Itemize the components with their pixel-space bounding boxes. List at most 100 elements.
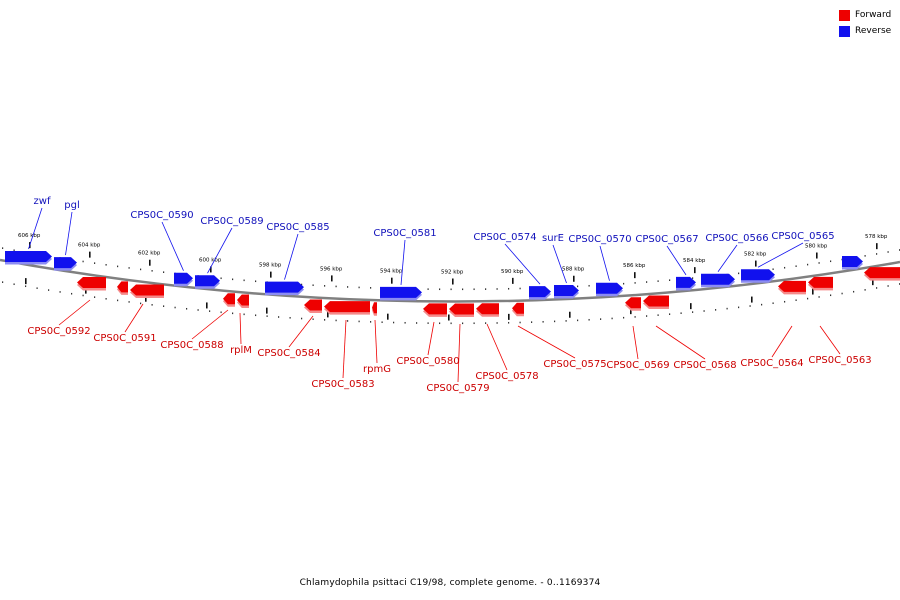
minor-tick: [577, 285, 579, 288]
minor-tick: [370, 287, 372, 289]
gene-forward-5: [304, 299, 322, 311]
tick-label: 586 kbp: [623, 263, 646, 269]
minor-tick: [48, 289, 50, 291]
gene-CPS0C_0566: [701, 273, 735, 285]
label-leader-line: [757, 242, 804, 268]
minor-tick: [738, 306, 740, 309]
minor-tick: [692, 311, 694, 313]
minor-tick: [830, 260, 832, 263]
minor-tick: [473, 288, 475, 291]
gene-forward-2: [130, 284, 164, 296]
minor-tick: [197, 309, 199, 311]
label-leader-line: [28, 207, 43, 250]
gene-label: CPS0C_0568: [673, 360, 736, 371]
minor-tick: [496, 322, 498, 324]
gene-forward-edge: [864, 267, 900, 279]
label-leader-line: [457, 323, 461, 383]
minor-tick: [25, 285, 27, 288]
label-leader-line: [486, 323, 508, 371]
gene-forward-15: [808, 276, 833, 288]
minor-tick: [508, 287, 510, 290]
major-tick: [391, 277, 393, 284]
minor-tick: [186, 307, 188, 310]
gene-CPS0C_0574: [529, 286, 551, 298]
minor-tick: [853, 290, 855, 293]
gene-CPS0C_0567: [676, 276, 696, 288]
tick-label: 600 kbp: [199, 257, 222, 263]
minor-tick: [439, 288, 441, 291]
minor-tick: [531, 321, 533, 323]
tick-label: 598 kbp: [259, 263, 282, 269]
minor-tick: [312, 318, 314, 321]
label-leader-line: [655, 325, 706, 360]
map-caption: Chlamydophila psittaci C19/98, complete …: [299, 578, 601, 588]
minor-tick: [427, 322, 429, 324]
minor-tick: [255, 280, 257, 283]
gene-CPS0C_0590: [174, 272, 193, 284]
gene-forward-4: [237, 294, 249, 306]
minor-tick: [324, 285, 326, 287]
minor-tick: [623, 282, 625, 285]
minor-tick: [703, 310, 705, 312]
minor-tick: [565, 320, 567, 322]
gene-label: pgl: [64, 200, 79, 211]
minor-tick: [220, 277, 222, 280]
gene-surE: [554, 285, 579, 297]
minor-tick: [358, 320, 360, 323]
minor-tick: [485, 288, 487, 290]
major-tick: [755, 260, 757, 267]
major-tick: [573, 275, 575, 282]
gene-label: zwf: [34, 196, 51, 207]
minor-tick: [220, 311, 222, 314]
minor-tick: [784, 300, 786, 303]
label-leader-line: [65, 211, 73, 256]
minor-tick: [634, 282, 636, 284]
label-leader-line: [342, 319, 347, 379]
minor-tick: [818, 262, 820, 264]
gene-pgl: [54, 257, 77, 269]
minor-tick: [496, 288, 498, 290]
minor-tick: [841, 292, 843, 295]
minor-tick: [462, 322, 464, 325]
minor-tick: [657, 314, 659, 316]
gene-label: CPS0C_0575: [543, 359, 606, 370]
minor-tick: [209, 310, 211, 312]
tick-label: 590 kbp: [501, 269, 524, 275]
minor-tick: [519, 321, 521, 324]
minor-tick: [2, 281, 4, 283]
minor-tick: [715, 309, 717, 311]
minor-tick: [600, 318, 602, 320]
gene-label: CPS0C_0579: [426, 383, 489, 394]
minor-tick: [450, 322, 452, 325]
minor-tick: [266, 315, 268, 317]
minor-tick: [301, 283, 303, 286]
gene-label: rplM: [230, 345, 252, 356]
minor-tick: [646, 281, 648, 283]
label-leader-line: [239, 312, 242, 345]
minor-tick: [151, 304, 153, 306]
minor-tick: [278, 316, 280, 318]
label-leader-line: [632, 325, 639, 360]
label-leader-line: [599, 245, 610, 281]
major-tick: [690, 303, 692, 310]
major-tick: [508, 313, 510, 320]
label-leader-line: [288, 315, 314, 348]
major-tick: [25, 278, 27, 285]
minor-tick: [680, 312, 682, 314]
gene-label: CPS0C_0569: [606, 360, 669, 371]
minor-tick: [2, 247, 4, 249]
minor-tick: [427, 288, 429, 290]
gene-label: CPS0C_0584: [257, 348, 320, 359]
label-leader-line: [427, 321, 435, 356]
minor-tick: [370, 321, 372, 323]
label-leader-line: [374, 319, 378, 364]
minor-tick: [71, 292, 73, 295]
tick-label: 606 kbp: [18, 233, 41, 239]
major-tick: [145, 295, 147, 302]
legend-reverse-label: Reverse: [855, 26, 892, 36]
minor-tick: [508, 321, 510, 324]
gene-label: CPS0C_0583: [311, 379, 374, 390]
major-tick: [266, 307, 268, 314]
minor-tick: [13, 283, 15, 286]
minor-tick: [105, 297, 107, 300]
